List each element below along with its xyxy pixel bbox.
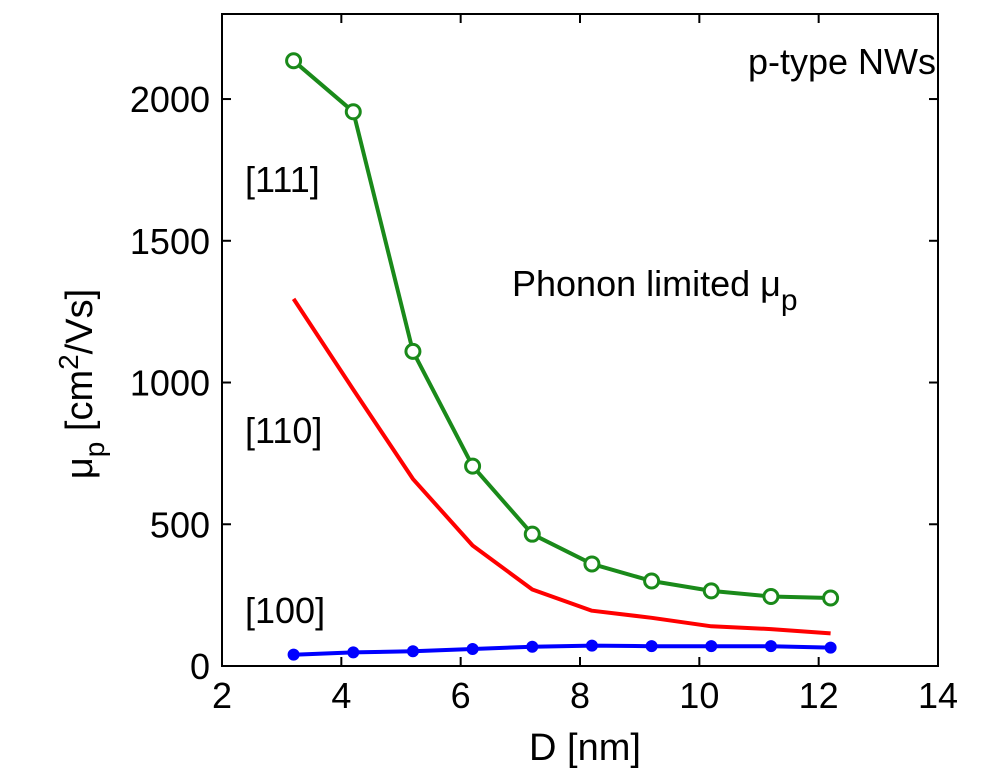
series-line-111	[292, 59, 831, 600]
y-tick-label: 1000	[130, 363, 210, 404]
series-100	[287, 639, 837, 661]
x-tick-label: 14	[918, 675, 958, 716]
series-line-110	[291, 297, 831, 636]
x-tick-label: 2	[212, 675, 232, 716]
series-111	[285, 52, 840, 607]
data-point-100	[764, 640, 777, 653]
x-tick-label: 10	[679, 675, 719, 716]
data-point-111	[822, 589, 840, 607]
data-point-111	[643, 572, 661, 590]
axis-ticks: 2 4 6 8 10 12 14 0 500 1000 1500 2000	[130, 14, 958, 716]
series-label-100: [100]	[245, 590, 325, 631]
data-point-111	[464, 457, 482, 475]
y-tick-label: 1500	[130, 221, 210, 262]
data-point-111	[523, 525, 541, 543]
plot-area-border	[221, 13, 939, 667]
x-tick-label: 8	[570, 675, 590, 716]
y-tick-label: 2000	[130, 79, 210, 120]
data-point-100	[406, 645, 419, 658]
series-label-111: [111]	[245, 159, 320, 200]
y-tick-label: 0	[190, 646, 210, 687]
data-point-111	[404, 342, 422, 360]
series-layer	[285, 52, 840, 661]
y-tick-label: 500	[150, 504, 210, 545]
y-axis-label: μp [cm2/Vs]	[53, 289, 110, 479]
x-tick-label: 12	[799, 675, 839, 716]
data-point-111	[762, 588, 780, 606]
data-point-100	[347, 646, 360, 659]
plot-frame	[221, 13, 939, 667]
data-point-111	[344, 103, 362, 121]
series-110	[291, 297, 831, 636]
x-tick-label: 4	[331, 675, 351, 716]
data-point-111	[583, 555, 601, 573]
data-point-111	[702, 582, 720, 600]
data-point-100	[466, 642, 479, 655]
title-annotation: p-type NWs	[748, 41, 936, 82]
data-point-100	[824, 641, 837, 654]
x-axis-label: D [nm]	[529, 727, 641, 769]
data-point-111	[285, 52, 303, 70]
series-label-110: [110]	[245, 410, 322, 451]
data-point-100	[287, 648, 300, 661]
x-tick-label: 6	[451, 675, 471, 716]
data-point-100	[645, 640, 658, 653]
phonon-annotation: Phonon limited μp	[512, 263, 798, 317]
series-line-100	[293, 643, 831, 657]
data-point-100	[526, 640, 539, 653]
data-point-100	[705, 640, 718, 653]
data-point-100	[585, 639, 598, 652]
